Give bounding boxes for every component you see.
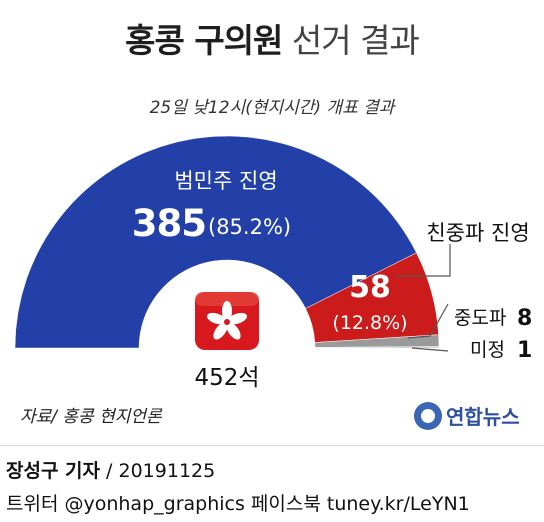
pro-beijing-label: 친중파 진영: [426, 221, 529, 245]
neutral-label: 중도파: [454, 307, 506, 329]
reporter-line: 장성구 기자 / 20191125: [6, 456, 215, 483]
hong-kong-flag-icon: [195, 292, 259, 350]
undecided-value: 1: [517, 338, 532, 363]
pro-democracy-value: 385: [132, 202, 206, 245]
reporter-name: 장성구 기자: [6, 460, 101, 482]
pro-beijing-percent: (12.8%): [332, 312, 407, 334]
undecided-label: 미정: [470, 339, 505, 361]
infographic-card: 홍콩 구의원 선거 결과 25일 낮12시(현지시간) 개표 결과 범민주 진영…: [0, 14, 544, 430]
credit-bar: [0, 445, 544, 522]
pro-democracy-label: 범민주 진영: [174, 169, 277, 193]
total-seats-label: 452석: [194, 365, 259, 391]
chart-title: 홍콩 구의원 선거 결과: [0, 14, 544, 62]
title-bold: 홍콩 구의원: [125, 21, 283, 60]
slice-pro-democracy: [14, 135, 417, 349]
logo-text: 연합뉴스: [446, 405, 520, 429]
source-note: 자료/ 홍콩 현지언론: [20, 407, 163, 427]
undecided-leader-line: [411, 347, 449, 352]
title-light: 선거 결과: [291, 21, 420, 60]
chart-subtitle: 25일 낮12시(현지시간) 개표 결과: [149, 98, 395, 118]
yonhap-logo: 연합뉴스: [414, 402, 520, 430]
pro-beijing-value: 58: [349, 270, 391, 305]
sns-line: 트위터 @yonhap_graphics 페이스북 tuney.kr/LeYN1: [6, 493, 470, 515]
slice-undecided: [314, 346, 440, 349]
half-donut-chart: 범민주 진영 385 (85.2%) 58 (12.8%) 친중파 진영 중도파…: [14, 135, 532, 430]
pro-democracy-percent: (85.2%): [208, 215, 291, 239]
pro-beijing-leader-line: [396, 244, 451, 277]
neutral-leader-line: [407, 303, 449, 339]
neutral-value: 8: [517, 306, 532, 331]
reporter-date: / 20191125: [100, 460, 216, 482]
